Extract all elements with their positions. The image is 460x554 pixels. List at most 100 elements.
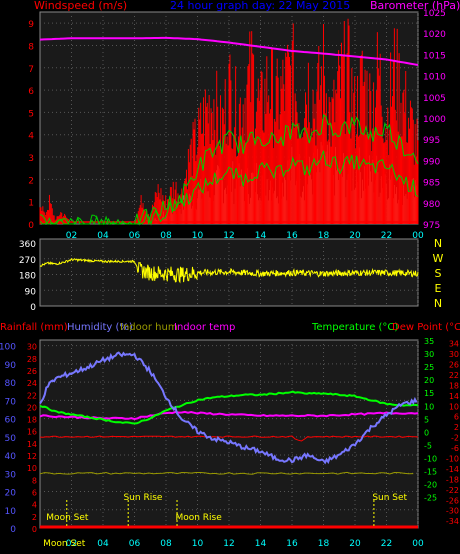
humidity-y-tick: 90 [5, 361, 17, 371]
x-tick: 20 [349, 539, 361, 549]
rain-y-tick: 24 [27, 379, 37, 388]
baro-y-tick: 1015 [423, 51, 446, 61]
rain-y-tick: 4 [32, 501, 37, 510]
x-tick: 02 [66, 539, 77, 549]
rain-y-tick: 28 [27, 355, 37, 364]
humidity-y-tick: 30 [5, 470, 17, 480]
rain-y-tick: 0 [32, 525, 37, 534]
direction-y-tick: 0 [30, 303, 36, 313]
x-tick: 10 [192, 539, 204, 549]
indoor-hum-line [39, 471, 414, 475]
dew-y-tick: 14 [449, 392, 459, 401]
baro-y-tick: 1005 [423, 94, 446, 104]
wind-y-tick: 5 [28, 109, 34, 119]
x-tick: 04 [97, 231, 109, 241]
rain-y-tick: 6 [32, 489, 37, 498]
temp-y-tick: 25 [424, 363, 434, 372]
wind-panel: 0123456789975980985990995100010051010101… [28, 9, 446, 241]
temp-y-tick: 0 [424, 428, 429, 437]
temp-y-tick: 30 [424, 350, 434, 359]
wind-y-tick: 2 [28, 176, 34, 186]
rain-y-tick: 8 [32, 476, 37, 485]
x-tick: 08 [160, 539, 172, 549]
barometer-header: Barometer (hPa) [370, 0, 460, 12]
wind-y-tick: 3 [28, 154, 34, 164]
dew-y-tick: -10 [446, 455, 459, 464]
legend-indoor-temp: Indoor temp [174, 322, 235, 333]
dew-y-tick: 6 [454, 413, 459, 422]
x-tick: 00 [412, 231, 424, 241]
astro-annotation: Moon Set [46, 513, 89, 523]
compass-label: N [434, 297, 442, 310]
windspeed-header: Windspeed (m/s) [34, 0, 127, 12]
humidity-line [39, 351, 418, 465]
temp-y-tick: -15 [424, 468, 437, 477]
x-tick: 18 [318, 231, 330, 241]
x-tick: 18 [318, 539, 330, 549]
x-tick: 06 [129, 231, 141, 241]
temp-y-tick: 10 [424, 402, 434, 411]
rain-y-tick: 26 [27, 367, 37, 376]
temperature-line [39, 390, 419, 425]
dew-y-tick: 18 [449, 381, 459, 390]
temp-y-tick: 20 [424, 376, 434, 385]
compass-label: E [435, 282, 442, 295]
direction-y-tick: 90 [25, 287, 37, 297]
x-tick: 14 [255, 231, 267, 241]
humidity-y-tick: 70 [5, 397, 17, 407]
legend-rainfall: Rainfall (mm) [0, 322, 68, 333]
baro-y-tick: 975 [423, 221, 440, 231]
legend-humidity: Humidity (%) [67, 322, 133, 333]
astro-annotation: Sun Rise [123, 493, 162, 503]
humidity-y-tick: 80 [5, 379, 17, 389]
humidity-y-tick: 20 [5, 489, 17, 499]
legend-temperature: Temperature (°C) [311, 322, 398, 333]
x-tick: 14 [255, 539, 267, 549]
dew-y-tick: 22 [449, 371, 459, 380]
humidity-y-tick: 50 [5, 434, 17, 444]
dew-y-tick: 10 [449, 402, 459, 411]
dew-point-line [39, 435, 419, 442]
dew-y-tick: -2 [451, 434, 459, 443]
x-tick: 12 [223, 231, 234, 241]
x-tick: 20 [349, 231, 361, 241]
temp-y-tick: -10 [424, 455, 437, 464]
x-tick: 06 [129, 539, 141, 549]
x-tick: 10 [192, 231, 204, 241]
baro-y-tick: 990 [423, 157, 440, 167]
compass-label: S [435, 267, 442, 280]
dew-y-tick: -22 [446, 486, 459, 495]
humidity-y-tick: 100 [0, 343, 16, 353]
x-tick: 12 [223, 539, 234, 549]
rain-y-tick: 18 [27, 416, 37, 425]
dew-y-tick: 30 [449, 350, 459, 359]
x-tick: 00 [412, 539, 424, 549]
baro-y-tick: 985 [423, 179, 440, 189]
dew-y-tick: -26 [446, 496, 459, 505]
rain-y-tick: 16 [27, 428, 37, 437]
baro-y-tick: 1010 [423, 73, 446, 83]
dew-y-tick: -18 [446, 475, 459, 484]
x-tick: 08 [160, 231, 172, 241]
x-tick: 22 [381, 231, 392, 241]
baro-y-tick: 995 [423, 136, 440, 146]
astro-annotation: Moon Rise [175, 513, 222, 523]
rain-y-tick: 14 [27, 440, 37, 449]
rain-y-tick: 10 [27, 464, 37, 473]
temperature-panel: 0102030405060708090100024681012141618202… [0, 337, 459, 549]
wind-speed-line [39, 150, 419, 226]
rain-y-tick: 12 [27, 452, 37, 461]
humidity-y-tick: 60 [5, 416, 17, 426]
x-tick: 02 [66, 231, 77, 241]
rain-y-tick: 2 [32, 513, 37, 522]
baro-y-tick: 980 [423, 200, 440, 210]
astro-annotation: Moon Set [43, 539, 86, 549]
humidity-y-tick: 0 [10, 525, 16, 535]
dew-y-tick: 2 [454, 423, 459, 432]
dew-y-tick: -14 [446, 465, 459, 474]
wind-y-tick: 6 [28, 87, 34, 97]
x-tick: 04 [97, 539, 109, 549]
